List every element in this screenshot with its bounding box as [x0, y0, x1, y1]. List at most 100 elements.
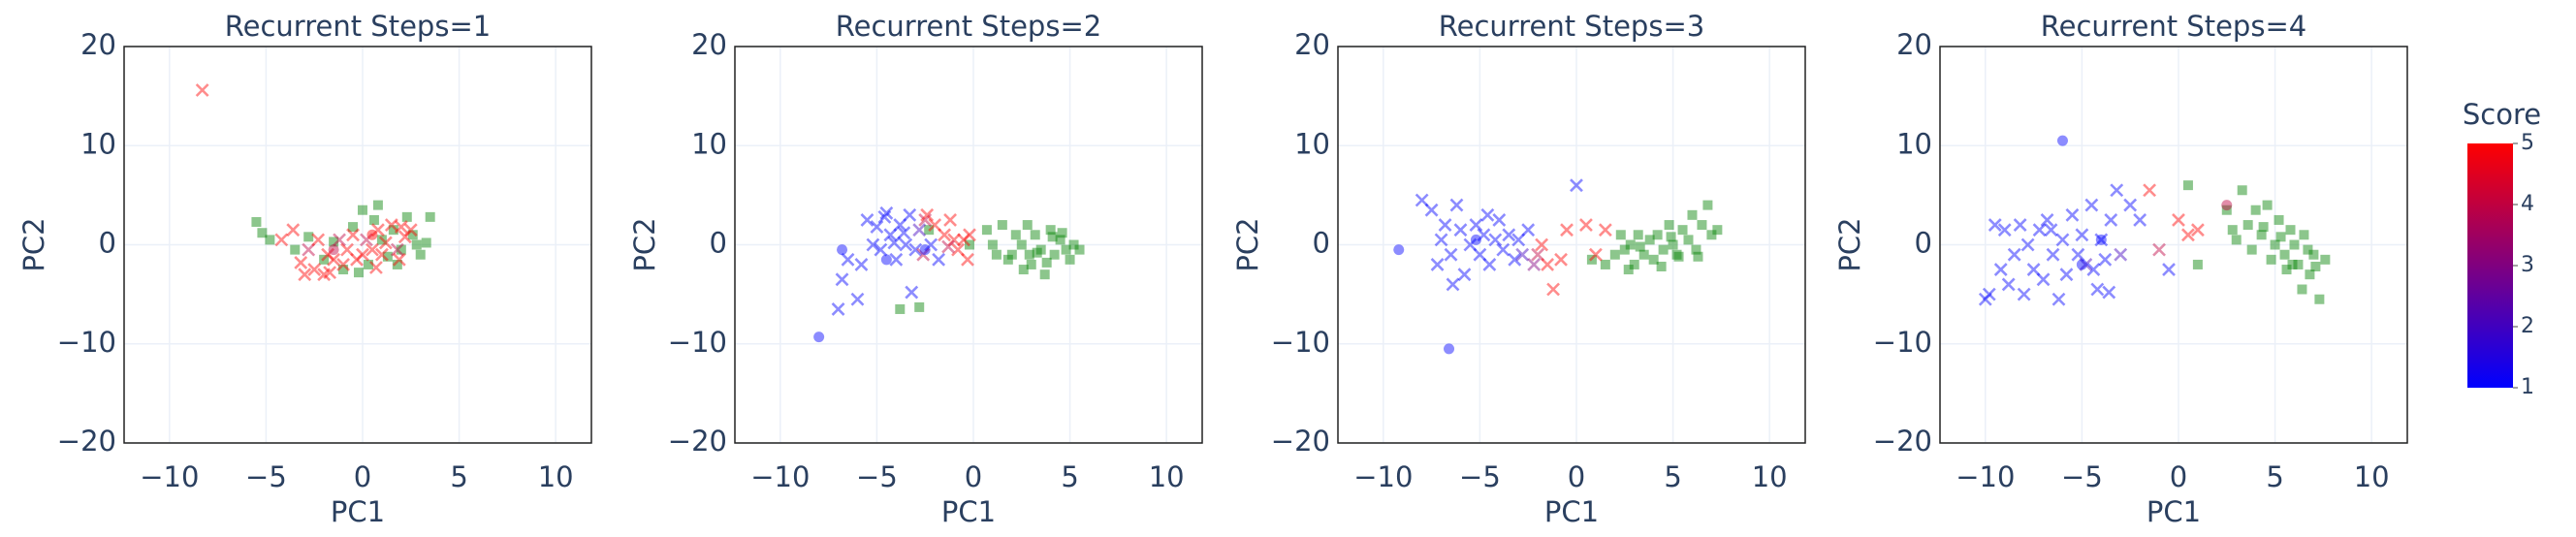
square-point: [1673, 251, 1684, 262]
x-point: [943, 213, 957, 227]
x-point: [1993, 263, 2008, 276]
square-point: [1016, 239, 1027, 250]
x-point: [941, 239, 956, 254]
y-tick-label: −10: [668, 326, 727, 359]
subplot-title: Recurrent Steps=4: [2041, 10, 2306, 43]
square-point: [1018, 265, 1029, 275]
square-point: [1041, 257, 1052, 268]
square-point: [2293, 259, 2304, 269]
x-tick-label: 0: [2170, 460, 2187, 493]
square-point: [1644, 235, 1655, 245]
y-tick-label: 0: [1313, 227, 1330, 260]
x-point: [916, 247, 931, 262]
square-point: [1697, 220, 1707, 231]
x-point: [860, 213, 875, 227]
x-point: [2044, 223, 2058, 237]
square-point: [411, 239, 422, 250]
y-tick-label: −20: [668, 425, 727, 458]
x-point: [346, 228, 360, 242]
square-point: [1065, 254, 1075, 265]
x-point: [2094, 233, 2109, 247]
circle-point: [837, 244, 848, 256]
x-point: [340, 242, 354, 257]
square-point: [1625, 239, 1636, 250]
square-point: [368, 214, 379, 225]
x-tick-label: −10: [750, 460, 810, 493]
square-point: [2256, 230, 2267, 240]
x-point: [1579, 218, 1593, 232]
x-point: [835, 272, 849, 287]
x-point: [323, 266, 337, 280]
x-point: [2046, 247, 2060, 262]
y-tick-label: 0: [1915, 227, 1932, 260]
y-axis-label: PC2: [1231, 217, 1264, 271]
square-point: [1712, 225, 1723, 236]
x-point: [854, 258, 869, 271]
x-point: [2086, 263, 2101, 276]
x-point: [2001, 277, 2016, 292]
circle-point: [328, 244, 339, 256]
square-point: [1677, 225, 1688, 236]
square-point: [1026, 259, 1036, 269]
square-point: [964, 239, 974, 250]
x-point: [369, 261, 383, 274]
square-point: [2320, 254, 2331, 265]
square-point: [1693, 251, 1703, 262]
plot-frame: [123, 46, 592, 444]
x-point: [1482, 258, 1497, 271]
square-point: [1658, 244, 1669, 255]
x-tick-label: 0: [965, 460, 982, 493]
circle-point: [880, 254, 892, 266]
square-point: [1030, 230, 1040, 240]
x-point: [378, 236, 393, 250]
x-point: [1521, 223, 1536, 237]
square-point: [981, 225, 992, 236]
square-point: [348, 222, 359, 233]
square-point: [363, 259, 373, 269]
square-point: [1068, 239, 1079, 250]
x-tick-label: −10: [1956, 460, 2015, 493]
colorbar-tick-label: 2: [2521, 314, 2534, 338]
square-point: [1615, 230, 1626, 240]
x-point: [2114, 247, 2128, 262]
square-point: [1609, 249, 1620, 260]
square-point: [319, 254, 330, 265]
square-point: [1656, 261, 1667, 271]
square-point: [1623, 265, 1634, 275]
x-point: [1560, 223, 1574, 237]
x-point: [2090, 282, 2105, 297]
square-point: [1045, 225, 1056, 236]
x-point: [1515, 247, 1530, 262]
square-point: [2231, 235, 2242, 245]
x-point: [195, 83, 209, 97]
square-point: [2227, 225, 2238, 236]
plot-frame: [1939, 46, 2408, 444]
x-point: [2065, 207, 2080, 222]
square-point: [1047, 232, 1058, 242]
y-tick-label: 10: [1294, 127, 1330, 160]
square-point: [303, 232, 314, 242]
square-point: [425, 211, 435, 222]
x-point: [874, 242, 888, 257]
x-point: [932, 252, 946, 267]
square-point: [2299, 230, 2309, 240]
y-tick-label: 20: [1294, 28, 1330, 61]
circle-point: [2076, 259, 2087, 270]
square-point: [2287, 259, 2298, 269]
x-point: [298, 268, 312, 282]
square-point: [1664, 220, 1674, 231]
x-point: [924, 237, 938, 252]
y-tick-label: 20: [80, 28, 116, 61]
square-point: [924, 225, 935, 236]
square-point: [1648, 254, 1659, 265]
x-point: [2143, 183, 2157, 198]
square-point: [1049, 249, 1060, 260]
square-point: [290, 244, 301, 255]
x-point: [2013, 218, 2027, 232]
x-point: [2181, 228, 2195, 242]
x-point: [2051, 292, 2066, 306]
square-point: [376, 235, 387, 245]
square-point: [2242, 220, 2253, 231]
x-point: [2190, 223, 2205, 237]
x-point: [2079, 258, 2093, 271]
